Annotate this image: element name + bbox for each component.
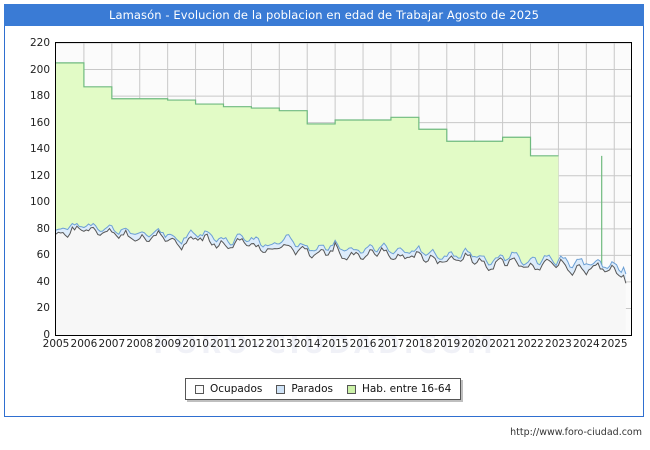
y-axis-tick-180: 180 — [29, 90, 50, 103]
title-bar: Lamasón - Evolucion de la poblacion en e… — [4, 4, 644, 26]
y-axis-tick-20: 20 — [36, 302, 50, 315]
y-axis-tick-140: 140 — [29, 143, 50, 156]
series-ocupados-fill — [56, 226, 626, 335]
x-axis-tick-2025: 2025 — [600, 338, 628, 350]
y-axis-tick-100: 100 — [29, 196, 50, 209]
plot-area — [55, 42, 632, 336]
y-axis-tick-40: 40 — [36, 275, 50, 288]
series-parados-fill — [56, 223, 626, 284]
x-axis-tick-2005: 2005 — [42, 338, 70, 350]
x-axis-tick-2010: 2010 — [182, 338, 209, 350]
legend-swatch-icon — [276, 384, 286, 394]
x-axis-tick-2012: 2012 — [238, 338, 265, 350]
x-axis-tick-2007: 2007 — [98, 338, 126, 350]
legend-label: Hab. entre 16-64 — [361, 383, 452, 395]
x-axis-tick-2018: 2018 — [405, 338, 433, 350]
x-axis-tick-2022: 2022 — [517, 338, 544, 350]
y-axis-tick-120: 120 — [29, 169, 50, 182]
legend-item-0[interactable]: Ocupados — [195, 383, 262, 395]
legend-swatch-icon — [346, 384, 356, 394]
legend-label: Ocupados — [210, 383, 263, 395]
series-hab-16-64-line — [56, 62, 559, 157]
x-axis-labels: 2005 2006 2007 2008 2009 2010 2011 2012 2013 2014… — [43, 338, 632, 354]
x-axis-tick-2014: 2014 — [293, 338, 321, 350]
chart-canvas — [56, 43, 631, 335]
x-axis-tick-2011: 2011 — [210, 338, 237, 350]
legend-swatch-icon — [195, 384, 204, 394]
x-axis-tick-2015: 2015 — [321, 338, 349, 350]
legend-item-2[interactable]: Hab. entre 16-64 — [346, 383, 452, 395]
y-axis-tick-220: 220 — [29, 37, 50, 49]
series-parados-line — [56, 222, 627, 275]
x-axis-tick-2006: 2006 — [70, 338, 98, 350]
x-axis-tick-2019: 2019 — [433, 338, 461, 350]
page-title: Lamasón - Evolucion de la poblacion en e… — [108, 8, 540, 22]
plot-box — [55, 42, 632, 336]
source-url: http://www.foro-ciudad.com — [510, 427, 642, 438]
x-axis-tick-2009: 2009 — [154, 338, 182, 350]
x-axis-tick-2013: 2013 — [265, 338, 293, 350]
y-axis-tick-160: 160 — [29, 116, 50, 129]
y-axis-tick-0: 0 — [43, 329, 50, 341]
legend-item-1[interactable]: Parados — [276, 383, 333, 395]
y-axis-labels: 0 20 40 60 80 100 120 140 160 180 200 220 — [0, 37, 50, 341]
x-axis-tick-2008: 2008 — [126, 338, 154, 350]
x-axis-tick-2023: 2023 — [545, 338, 572, 350]
x-axis-tick-2024: 2024 — [572, 338, 600, 350]
y-axis-tick-80: 80 — [36, 222, 50, 235]
series-ocupados-line — [56, 225, 627, 284]
x-axis-tick-2021: 2021 — [489, 338, 516, 350]
y-axis-tick-200: 200 — [29, 63, 50, 76]
chart-legend: Ocupados Parados Hab. entre 16-64 — [185, 378, 462, 400]
x-axis-tick-2020: 2020 — [461, 338, 489, 350]
y-axis-tick-60: 60 — [36, 249, 50, 262]
legend-label: Parados — [291, 383, 333, 395]
x-axis-tick-2017: 2017 — [377, 338, 405, 350]
x-axis-tick-2016: 2016 — [349, 338, 377, 350]
